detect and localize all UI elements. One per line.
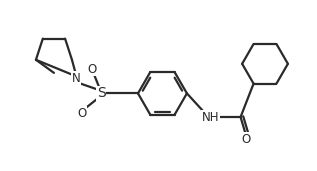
Text: O: O	[77, 107, 86, 120]
Text: O: O	[242, 133, 251, 146]
Text: N: N	[72, 71, 81, 84]
Text: NH: NH	[202, 111, 219, 124]
Text: O: O	[87, 63, 97, 76]
Text: S: S	[97, 86, 106, 100]
